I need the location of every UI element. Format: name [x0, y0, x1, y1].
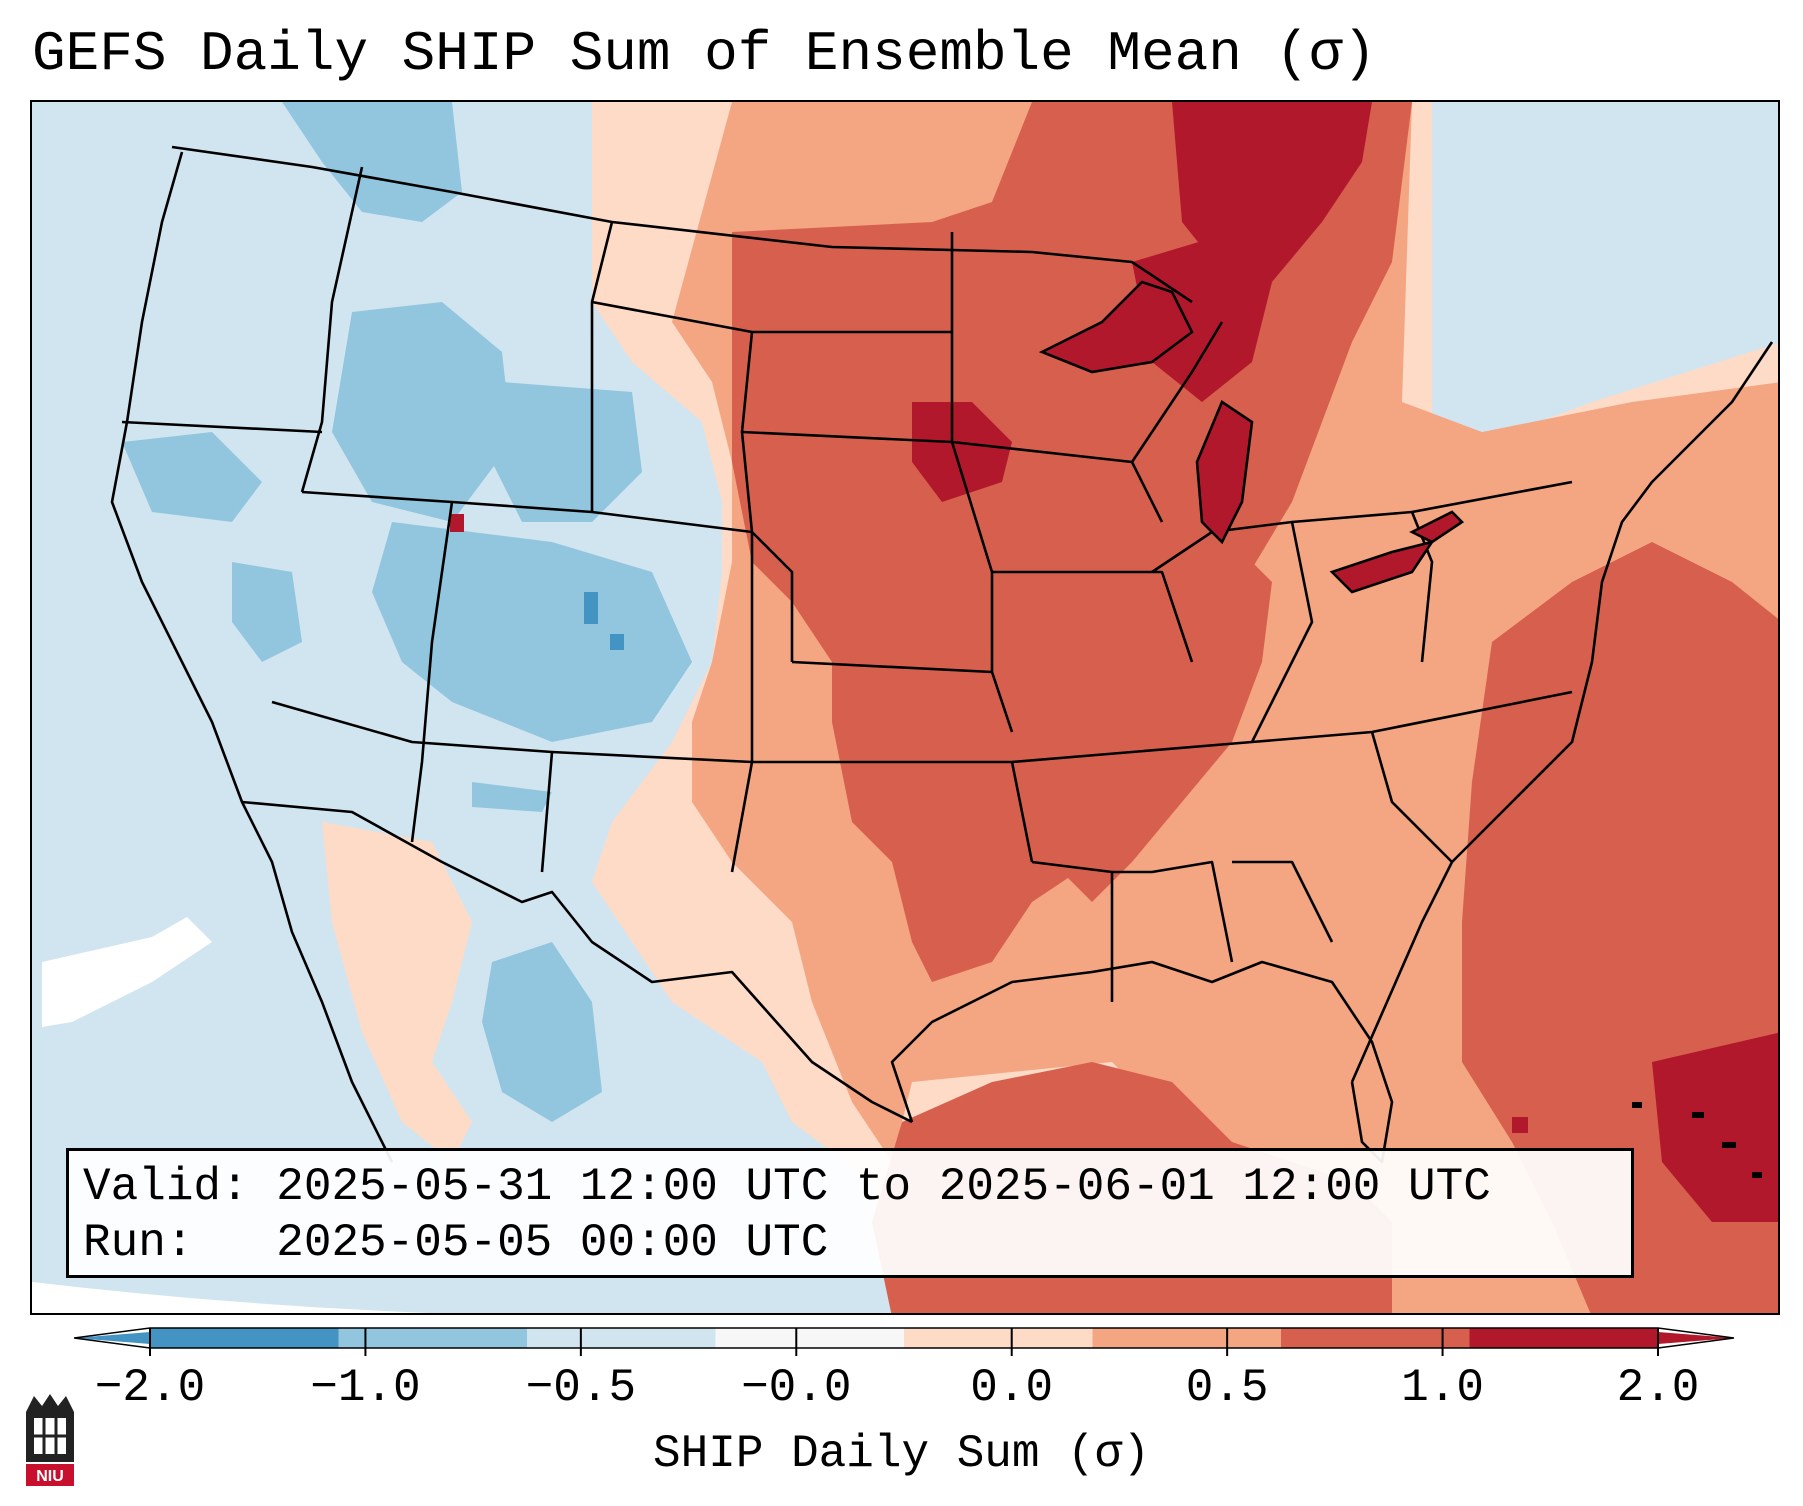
validity-info-box: Valid: 2025-05-31 12:00 UTC to 2025-06-0… — [66, 1148, 1634, 1278]
colorbar — [74, 1327, 1734, 1356]
colorbar-segment — [527, 1328, 716, 1348]
colorbar-tick-label: −2.0 — [94, 1362, 206, 1414]
logo-text: NIU — [36, 1468, 64, 1485]
colorbar-extend-high — [1658, 1332, 1734, 1344]
valid-time-line: Valid: 2025-05-31 12:00 UTC to 2025-06-0… — [83, 1161, 1491, 1213]
colorbar-tick-label: 0.5 — [1185, 1362, 1269, 1414]
colorbar-segment — [1281, 1328, 1470, 1348]
map-area — [30, 100, 1780, 1315]
outside-domain-bottom-left — [32, 1282, 430, 1313]
colorbar-segment — [1092, 1328, 1282, 1348]
colorbar-tick-label: 0.0 — [970, 1362, 1054, 1414]
colorbar-tick-label: −0.5 — [525, 1362, 637, 1414]
colorbar-outline — [74, 1327, 1734, 1349]
colorbar-segments — [150, 1328, 1659, 1348]
colorbar-segment — [150, 1328, 339, 1348]
no-data-patch — [42, 917, 212, 1027]
strong-negative-cells — [584, 592, 624, 650]
colorbar-segment — [904, 1328, 1093, 1348]
colorbar-segment — [1469, 1328, 1659, 1348]
extreme-positive-cells — [450, 102, 1778, 1222]
colorbar-tick-label: −1.0 — [310, 1362, 421, 1414]
colorbar-extend-low — [74, 1332, 150, 1344]
colorbar-segment — [338, 1328, 528, 1348]
niu-logo: NIU — [26, 1394, 74, 1486]
colorbar-label: SHIP Daily Sum (σ) — [653, 1428, 1150, 1480]
colorbar-tick-label: 1.0 — [1401, 1362, 1484, 1414]
colorbar-ticks — [74, 1327, 1734, 1356]
negative-anomaly-patches — [122, 102, 692, 1122]
map-svg — [32, 102, 1778, 1313]
run-time-line: Run: 2025-05-05 00:00 UTC — [83, 1217, 829, 1269]
island-marks — [1632, 1102, 1762, 1178]
colorbar-tick-label: 2.0 — [1616, 1362, 1700, 1414]
colorbar-tick-label: −0.0 — [741, 1362, 852, 1414]
colorbar-segment — [715, 1328, 905, 1348]
great-lakes — [1038, 280, 1465, 594]
map-title: GEFS Daily SHIP Sum of Ensemble Mean (σ) — [32, 22, 1377, 86]
state-boundaries — [110, 145, 1774, 1164]
